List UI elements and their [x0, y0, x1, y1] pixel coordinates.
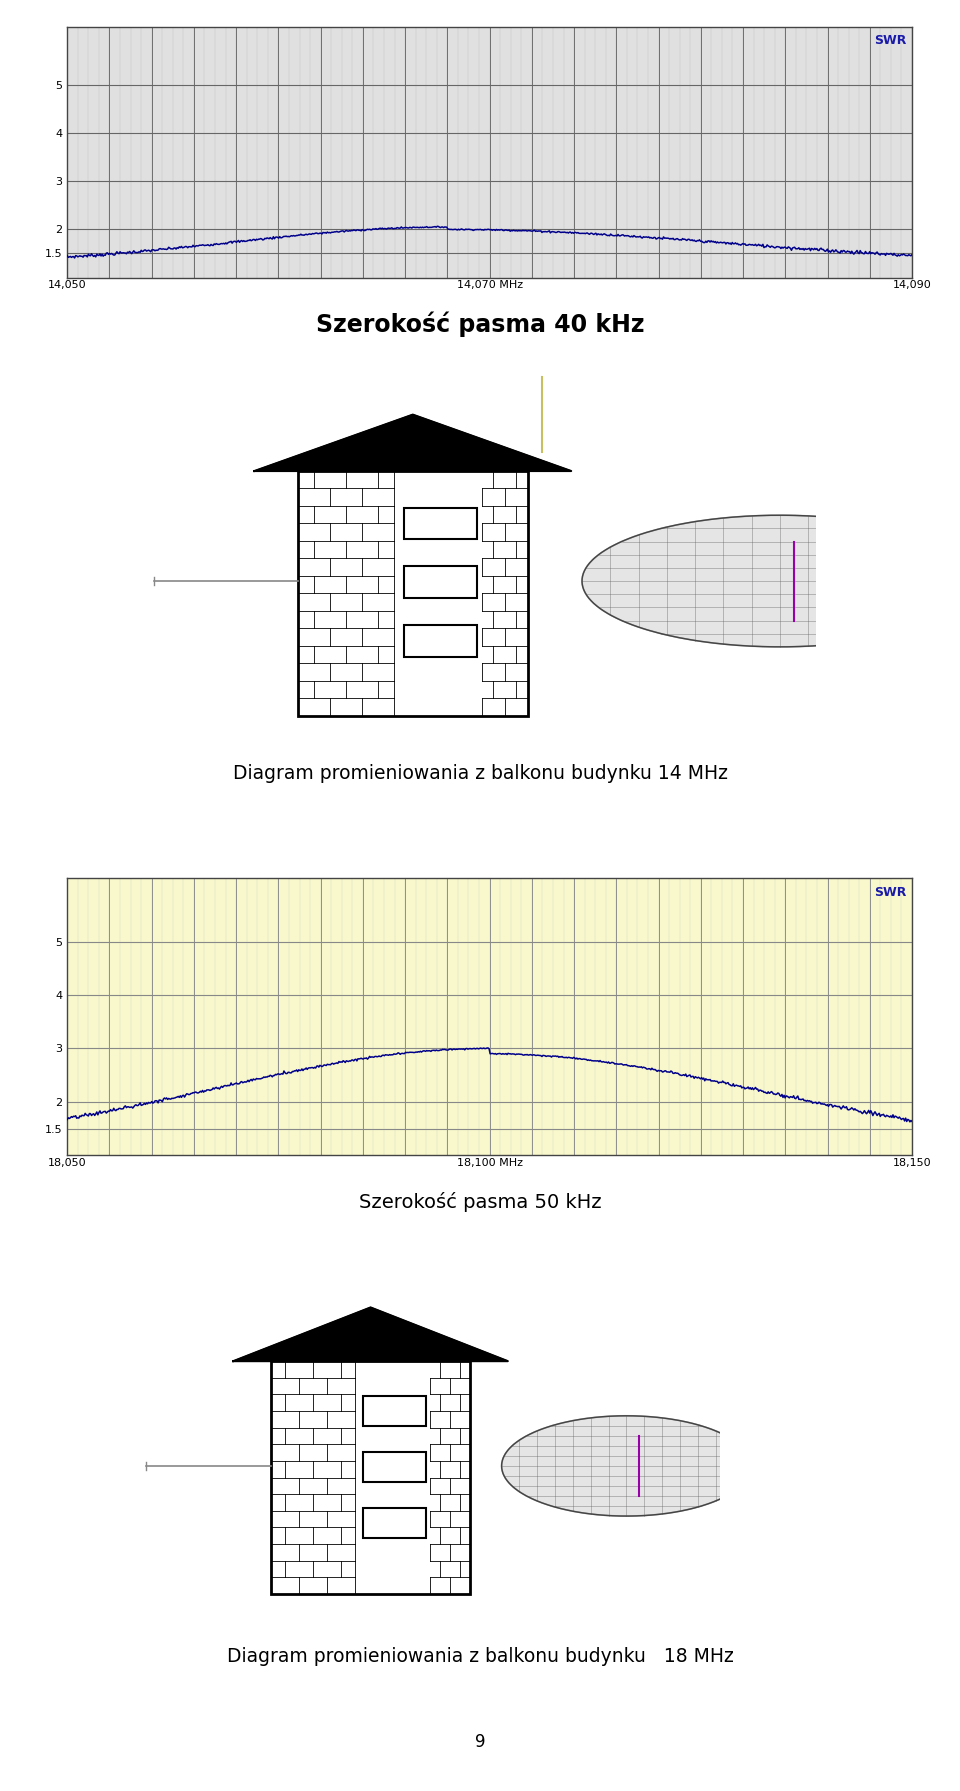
- Bar: [271, 1361, 470, 1594]
- Polygon shape: [233, 1307, 508, 1361]
- Ellipse shape: [502, 1415, 752, 1515]
- Bar: [403, 625, 477, 657]
- Text: Szerokość pasma 50 kHz: Szerokość pasma 50 kHz: [359, 1191, 601, 1213]
- Bar: [403, 507, 477, 539]
- Text: Diagram promieniowania z balkonu budynku   18 MHz: Diagram promieniowania z balkonu budynku…: [227, 1648, 733, 1666]
- Ellipse shape: [582, 516, 960, 647]
- Bar: [363, 1508, 426, 1538]
- Bar: [403, 566, 477, 598]
- Text: SWR: SWR: [874, 887, 906, 899]
- Text: Szerokość pasma 40 kHz: Szerokość pasma 40 kHz: [316, 312, 644, 337]
- Bar: [363, 1453, 426, 1483]
- Text: Diagram promieniowania z balkonu budynku 14 MHz: Diagram promieniowania z balkonu budynku…: [232, 765, 728, 783]
- Polygon shape: [254, 416, 571, 471]
- Text: 9: 9: [475, 1732, 485, 1752]
- Text: SWR: SWR: [874, 34, 906, 47]
- Bar: [298, 471, 528, 715]
- Bar: [363, 1397, 426, 1426]
